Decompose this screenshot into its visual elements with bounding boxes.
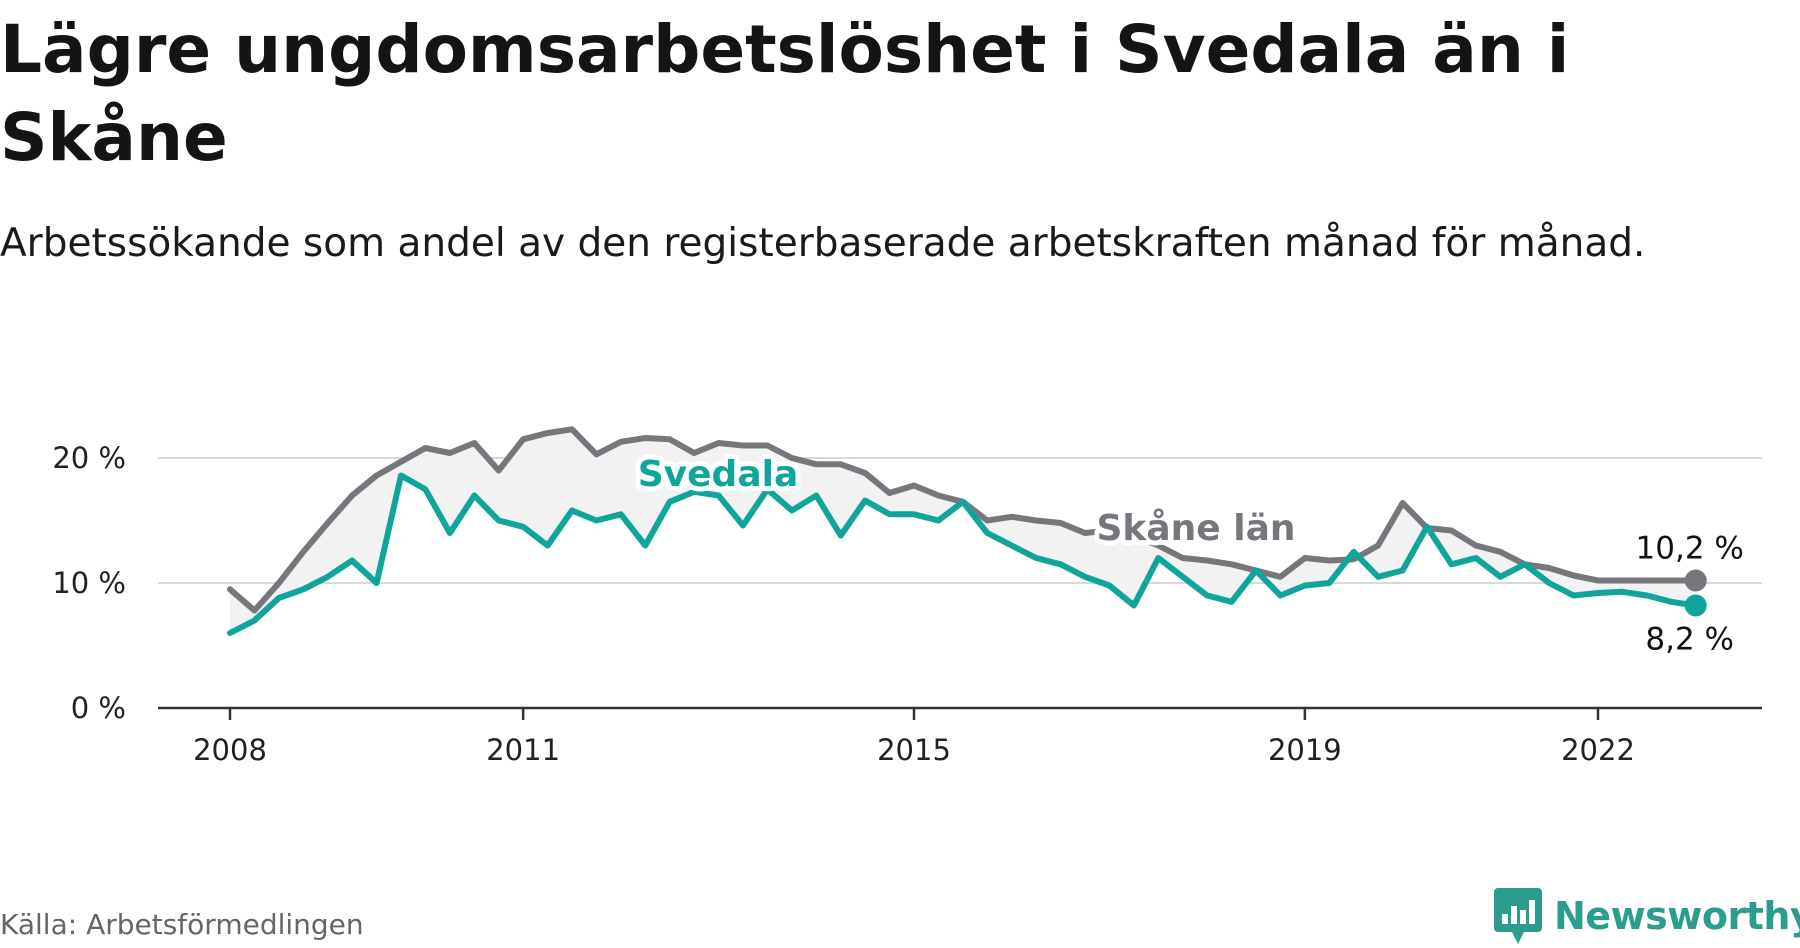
- end-label-svedala: 8,2 %: [1645, 622, 1734, 658]
- series-label-skane: Skåne län: [1096, 508, 1295, 549]
- page-subtitle: Arbetssökande som andel av den registerb…: [0, 221, 1646, 266]
- x-tick-label: 2015: [877, 733, 951, 767]
- x-tick-label: 2019: [1268, 733, 1342, 767]
- series-line-svedala: [227, 472, 1699, 636]
- x-tick-label: 2011: [486, 733, 560, 767]
- end-point-svedala: [1684, 594, 1707, 617]
- x-tick-label: 2008: [193, 733, 267, 767]
- series-label-skane-halo: Skåne län: [1096, 508, 1295, 549]
- newsworthy-icon: [1494, 888, 1542, 944]
- brand-name: Newsworthy: [1554, 894, 1800, 938]
- series-label-svedala-halo: Svedala: [638, 454, 799, 495]
- series-label-svedala: Svedala: [638, 454, 799, 495]
- y-tick-label: 0 %: [71, 691, 126, 725]
- y-tick-label: 10 %: [52, 566, 126, 600]
- end-label-skane: 10,2 %: [1636, 531, 1744, 567]
- source-note: Källa: Arbetsförmedlingen: [0, 908, 364, 941]
- brand-logo: Newsworthy: [1494, 888, 1800, 944]
- x-tick-label: 2022: [1561, 733, 1635, 767]
- end-point-skane: [1684, 569, 1707, 592]
- page-title: Lägre ungdomsarbetslöshet i Svedala än i…: [0, 11, 1570, 176]
- y-tick-label: 20 %: [52, 441, 126, 475]
